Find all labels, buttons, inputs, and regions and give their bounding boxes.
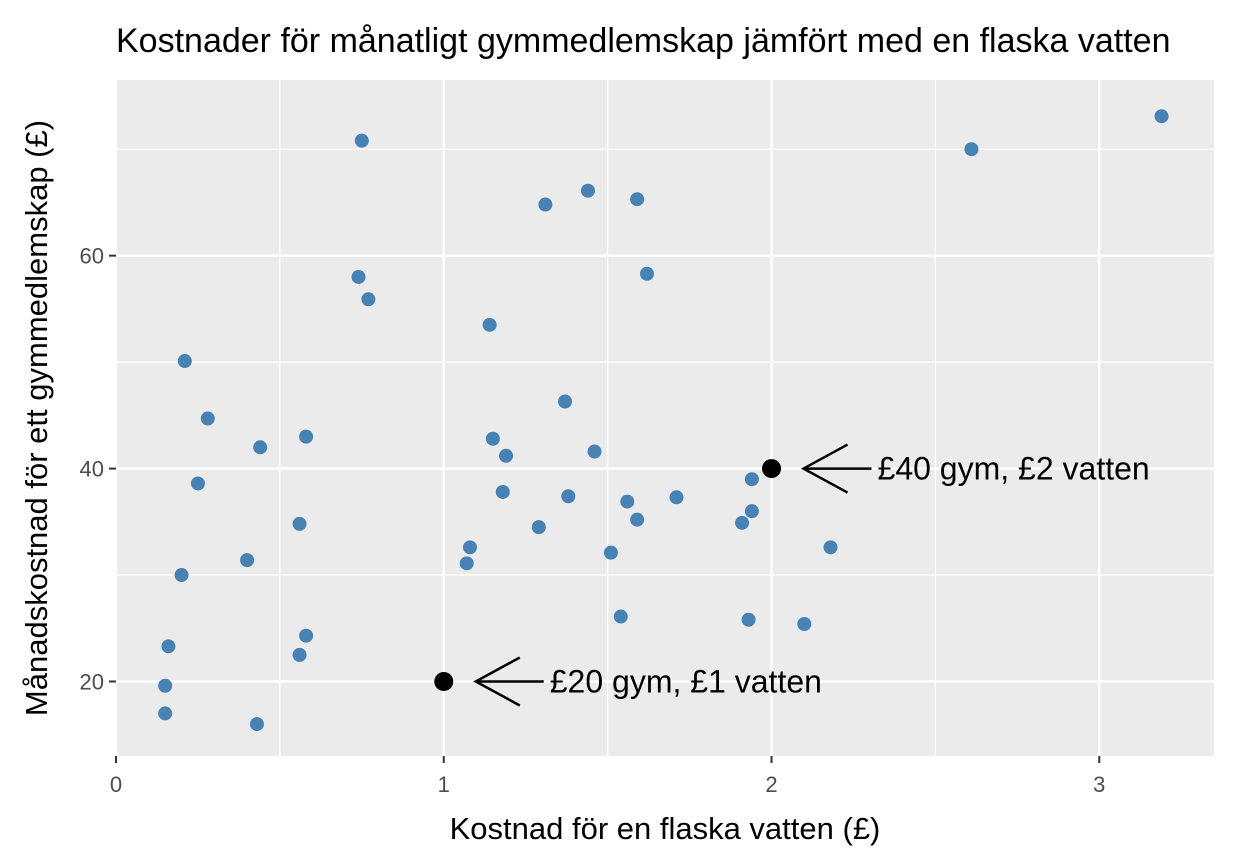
data-point [482,317,497,332]
data-point [485,431,500,446]
data-point [249,717,264,732]
data-point [538,197,553,212]
data-point [735,515,750,530]
data-point [558,394,573,409]
highlight-point [434,671,454,691]
minor-gridlines [116,80,1214,756]
data-point [1154,109,1169,124]
data-point [613,609,628,624]
data-point [499,448,514,463]
data-point [744,472,759,487]
data-point [354,133,369,148]
y-tick-label: 60 [80,244,104,269]
data-point [823,540,838,555]
data-point [200,411,215,426]
data-point [630,512,645,527]
data-point [462,540,477,555]
data-point [292,647,307,662]
data-point [292,516,307,531]
data-point [669,490,684,505]
data-point [587,444,602,459]
data-point [459,556,474,571]
chart-title: Kostnader för månatligt gymmedlemskap jä… [116,22,1170,60]
y-tick-label: 20 [80,669,104,694]
data-point [964,142,979,157]
data-point [361,292,376,307]
data-point [561,489,576,504]
axes: 0 1 2 3 20 40 60 [80,244,1106,797]
data-points [158,109,1169,732]
data-point [639,266,654,281]
data-point [741,612,756,627]
x-tick-label: 0 [110,772,122,797]
y-axis-title: Månadskostnad för ett gymmedlemskap (£) [19,120,54,716]
data-point [177,354,192,369]
data-point [161,639,176,654]
data-point [603,545,618,560]
data-point [580,183,595,198]
data-point [190,476,205,491]
highlight-point [762,459,782,479]
data-point [495,484,510,499]
data-point [620,494,635,509]
annotation-label: £20 gym, £1 vatten [550,663,822,699]
highlighted-points: £20 gym, £1 vatten £40 gym, £2 vatten [434,443,1150,707]
data-point [299,429,314,444]
x-tick-label: 1 [438,772,450,797]
data-point [744,504,759,519]
annotation-label: £40 gym, £2 vatten [878,451,1150,487]
data-point [174,568,189,583]
plot-panel [116,80,1214,756]
data-point [797,616,812,631]
major-gridlines [114,80,1214,756]
data-point [253,440,268,455]
x-tick-label: 2 [765,772,777,797]
annotation-arrow-head [473,656,521,707]
x-axis-title: Kostnad för en flaska vatten (£) [450,811,881,846]
data-point [531,520,546,535]
data-point [299,628,314,643]
data-point [158,706,173,721]
data-point [630,192,645,207]
annotation-arrow-head [800,443,849,494]
data-point [351,269,366,284]
x-tick-label: 3 [1093,772,1105,797]
data-point [240,553,255,568]
y-tick-label: 40 [80,457,104,482]
data-point [158,678,173,693]
